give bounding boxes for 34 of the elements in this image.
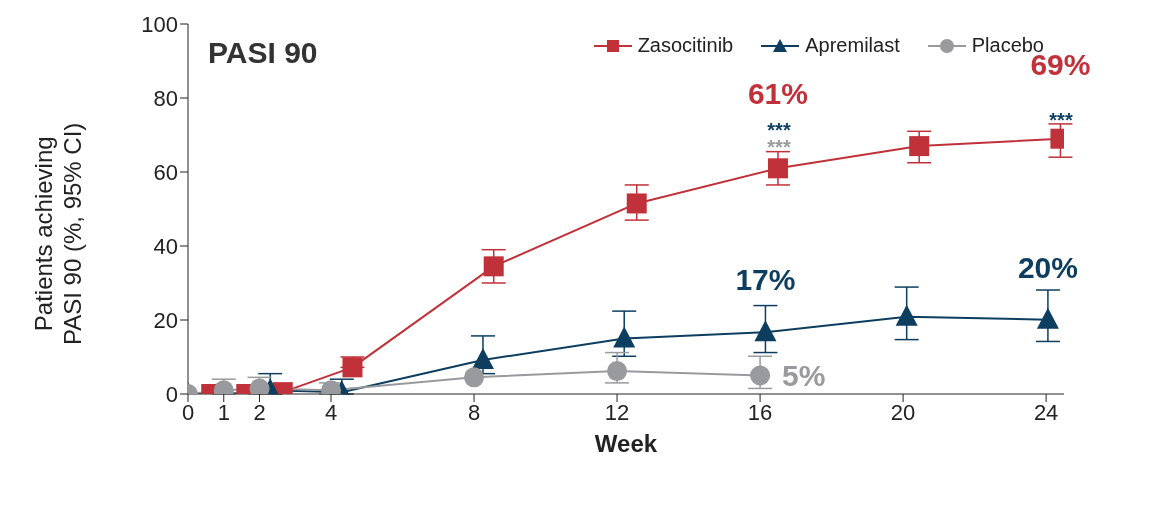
point bbox=[613, 326, 636, 348]
point bbox=[1036, 307, 1059, 329]
y-tick-label: 100 bbox=[141, 11, 178, 37]
x-tick-label: 2 bbox=[253, 399, 266, 425]
x-tick-label: 12 bbox=[604, 399, 630, 425]
data-label: 17% bbox=[735, 263, 796, 297]
point bbox=[471, 347, 494, 369]
x-tick-label: 0 bbox=[181, 399, 195, 425]
point bbox=[483, 256, 504, 277]
point bbox=[767, 158, 788, 179]
chart-title: PASI 90 bbox=[208, 36, 318, 70]
data-label: 20% bbox=[1017, 250, 1078, 284]
y-tick-label: 40 bbox=[153, 233, 178, 259]
legend-label: Apremilast bbox=[805, 34, 900, 57]
data-label: 61% bbox=[747, 77, 808, 111]
point bbox=[754, 320, 777, 342]
point bbox=[895, 304, 918, 326]
y-tick-label: 60 bbox=[153, 159, 178, 185]
y-axis-title: Patients achieving PASI 90 (%, 95% CI) bbox=[30, 122, 87, 346]
x-tick-label: 24 bbox=[1033, 399, 1059, 425]
x-tick-label: 8 bbox=[467, 399, 481, 425]
y-tick-label: 20 bbox=[153, 307, 178, 333]
y-tick-label: 0 bbox=[165, 381, 178, 407]
annotation: *** bbox=[1048, 109, 1074, 131]
x-tick-label: 4 bbox=[324, 399, 338, 425]
legend-label: Zasocitinib bbox=[637, 34, 734, 57]
x-tick-label: 16 bbox=[747, 399, 773, 425]
x-tick-label: 1 bbox=[217, 399, 230, 425]
data-label: 5% bbox=[782, 358, 826, 392]
x-axis-title: Week bbox=[594, 430, 658, 457]
point bbox=[626, 193, 647, 214]
point bbox=[909, 136, 930, 157]
y-tick-label: 80 bbox=[153, 85, 178, 111]
x-tick-label: 20 bbox=[890, 399, 916, 425]
